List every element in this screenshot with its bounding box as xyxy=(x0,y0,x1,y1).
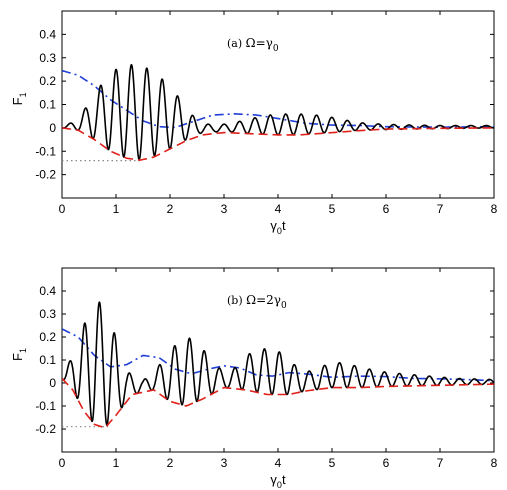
x-tick-label: 6 xyxy=(383,456,390,470)
x-tick-label: 1 xyxy=(113,456,120,470)
plot-area-frame xyxy=(61,10,495,199)
panel-annotation: (a) Ω=γ0 xyxy=(227,36,279,54)
chart-panel-1: 0 1 2 3 4 5 6 7 8 -0.2 -0.1 0 0.1 0.2 0.3 0.4 F1 γ0t (a) Ω… xyxy=(10,10,498,236)
x-tick-label: 8 xyxy=(491,202,498,216)
x-tick-label: 0 xyxy=(59,202,66,216)
y-tick-label: -0.2 xyxy=(35,422,56,436)
y-tick-label: 0.3 xyxy=(39,307,56,321)
x-tick-label: 2 xyxy=(167,202,174,216)
y-tick-label: -0.2 xyxy=(35,168,56,182)
y-tick-label: -0.1 xyxy=(35,144,56,158)
x-tick-label: 7 xyxy=(437,456,444,470)
x-tick-label: 8 xyxy=(491,456,498,470)
panel-annotation: (b) Ω=2γ0 xyxy=(227,293,287,311)
y-tick-label: 0.2 xyxy=(39,330,56,344)
x-tick-label: 7 xyxy=(437,202,444,216)
chart-panel-2: 0 1 2 3 4 5 6 7 8 -0.2 -0.1 0 0.1 0.2 0.3 0.4 F1 γ0t (b) Ω… xyxy=(10,267,498,490)
x-tick-label: 1 xyxy=(113,202,120,216)
series-line-dashdot xyxy=(62,328,494,382)
x-tick-label: 5 xyxy=(329,202,336,216)
x-tick-label: 0 xyxy=(59,456,66,470)
x-tick-label: 3 xyxy=(221,456,228,470)
series-line-dashdot xyxy=(62,69,494,129)
x-tick-label: 4 xyxy=(275,456,282,470)
series-line-dashed xyxy=(62,127,494,161)
y-axis-label: F1 xyxy=(10,348,28,361)
y-tick-label: 0.2 xyxy=(39,74,56,88)
y-tick-label: 0.1 xyxy=(39,353,56,367)
x-tick-label: 3 xyxy=(221,202,228,216)
y-axis-label: F1 xyxy=(10,92,28,105)
x-axis-label: γ0t xyxy=(270,218,286,236)
y-tick-label: 0.4 xyxy=(39,27,56,41)
series-line-solid xyxy=(62,301,494,426)
y-tick-label: 0 xyxy=(49,376,56,390)
x-tick-label: 6 xyxy=(383,202,390,216)
x-tick-label: 2 xyxy=(167,456,174,470)
y-tick-label: -0.1 xyxy=(35,399,56,413)
series-line-dashed xyxy=(62,377,494,429)
x-tick-label: 5 xyxy=(329,456,336,470)
y-tick-label: 0.3 xyxy=(39,51,56,65)
y-tick-label: 0.1 xyxy=(39,98,56,112)
y-tick-label: 0.4 xyxy=(39,284,56,298)
x-tick-label: 4 xyxy=(275,202,282,216)
x-axis-label: γ0t xyxy=(270,472,286,490)
series-line-solid xyxy=(62,63,494,161)
y-tick-label: 0 xyxy=(49,121,56,135)
